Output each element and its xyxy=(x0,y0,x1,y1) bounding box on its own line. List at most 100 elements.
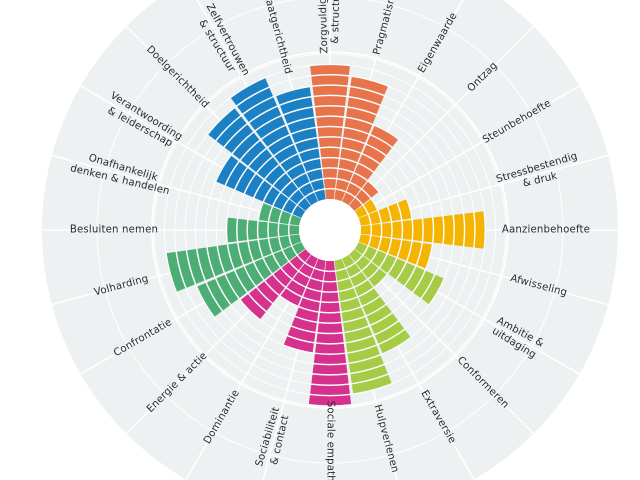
bar-segment xyxy=(366,135,392,155)
bar-segment xyxy=(374,321,405,344)
bar-segment xyxy=(322,282,338,292)
bar-segment xyxy=(421,274,444,305)
wheel-bar[interactable] xyxy=(276,87,326,202)
wheel-bar[interactable] xyxy=(280,254,318,306)
bar-segment xyxy=(350,271,367,287)
bar-segment xyxy=(240,294,266,320)
bar-segment xyxy=(368,268,387,287)
bar-segment xyxy=(346,183,361,197)
bar-segment xyxy=(335,179,350,191)
bar-segment xyxy=(268,222,278,238)
bar-segment xyxy=(274,144,298,164)
bar-segment xyxy=(249,106,282,131)
bar-segment xyxy=(337,169,353,182)
bar-segment xyxy=(295,138,319,153)
bar-segment xyxy=(318,137,342,148)
bar-segment xyxy=(358,288,380,306)
wheel-bar[interactable] xyxy=(240,249,311,320)
bar-segment xyxy=(197,247,215,280)
bar-segment xyxy=(259,203,272,222)
bar-segment xyxy=(347,97,380,115)
wheel-bar[interactable] xyxy=(283,258,326,353)
wheel-bars[interactable] xyxy=(166,65,485,406)
bar-segment xyxy=(354,164,374,180)
sector-label: Besluiten nemen xyxy=(70,225,158,236)
bar-segment xyxy=(286,164,306,180)
wheel-bar[interactable] xyxy=(334,76,388,202)
wheel-hub xyxy=(299,199,361,261)
bar-segment xyxy=(360,225,371,235)
bar-segment xyxy=(313,96,347,106)
bar-segment xyxy=(287,118,316,134)
wheel-bar[interactable] xyxy=(358,199,412,226)
wheel-bar[interactable] xyxy=(230,78,318,206)
bar-segment xyxy=(346,336,377,353)
bar-segment xyxy=(176,250,195,288)
wheel-bar[interactable] xyxy=(358,234,432,269)
wheel-bar[interactable] xyxy=(354,199,377,218)
bar-segment xyxy=(316,333,344,344)
bar-segment xyxy=(338,288,357,301)
bar-segment xyxy=(362,296,386,316)
bar-segment xyxy=(310,65,350,76)
wheel-bar[interactable] xyxy=(227,217,300,243)
bar-segment xyxy=(307,278,323,291)
bar-segment xyxy=(269,207,282,223)
bar-segment xyxy=(280,288,302,306)
bar-segment xyxy=(323,271,337,281)
bar-segment xyxy=(344,118,373,134)
bar-segment xyxy=(255,116,286,139)
bar-segment xyxy=(312,364,348,375)
wheel-bar[interactable] xyxy=(354,242,444,305)
bar-segment xyxy=(362,144,386,164)
bar-segment xyxy=(279,210,291,225)
bar-segment xyxy=(303,288,322,301)
bar-segment xyxy=(298,249,311,262)
bar-segment xyxy=(443,215,454,245)
bar-segment xyxy=(257,281,279,303)
bar-segment xyxy=(311,75,349,86)
wheel-bar[interactable] xyxy=(166,234,302,292)
bar-segment xyxy=(388,203,401,222)
wheel-bar[interactable] xyxy=(208,108,311,211)
bar-segment xyxy=(310,269,325,281)
wheel-bar[interactable] xyxy=(197,242,306,317)
bar-segment xyxy=(388,238,401,257)
bar-segment xyxy=(371,250,387,267)
wheel-bar[interactable] xyxy=(349,249,387,287)
bar-segment xyxy=(292,205,306,218)
wheel-bar[interactable] xyxy=(342,254,411,354)
bar-segment xyxy=(258,221,268,239)
bar-segment xyxy=(280,154,302,172)
bar-segment xyxy=(289,189,305,205)
wheel-bar[interactable] xyxy=(216,155,306,218)
bar-segment xyxy=(273,268,292,287)
bar-segment xyxy=(305,192,318,206)
bar-segment xyxy=(342,192,355,206)
bar-segment xyxy=(325,260,335,271)
wheel-bar[interactable] xyxy=(334,258,392,394)
wheel-bar[interactable] xyxy=(349,181,379,211)
bar-segment xyxy=(412,218,423,242)
bar-segment xyxy=(225,162,247,190)
bar-segment xyxy=(216,274,239,305)
bar-segment xyxy=(417,243,432,269)
bar-segment xyxy=(378,207,391,223)
wheel-bar[interactable] xyxy=(360,211,485,249)
bar-segment xyxy=(264,186,280,206)
wheel-bar[interactable] xyxy=(310,65,350,200)
wheel-bar[interactable] xyxy=(308,260,352,406)
wheel-bar[interactable] xyxy=(342,125,398,206)
bar-segment xyxy=(346,107,377,124)
bar-segment xyxy=(363,246,377,261)
bar-segment xyxy=(286,280,306,296)
bar-segment xyxy=(279,235,291,250)
bar-segment xyxy=(371,223,381,237)
bar-segment xyxy=(295,307,319,322)
wheel-bar[interactable] xyxy=(259,203,302,226)
bar-segment xyxy=(474,211,485,249)
bar-segment xyxy=(316,116,344,127)
sector-label: Aanzienbehoefte xyxy=(502,225,590,236)
bar-segment xyxy=(362,262,379,279)
